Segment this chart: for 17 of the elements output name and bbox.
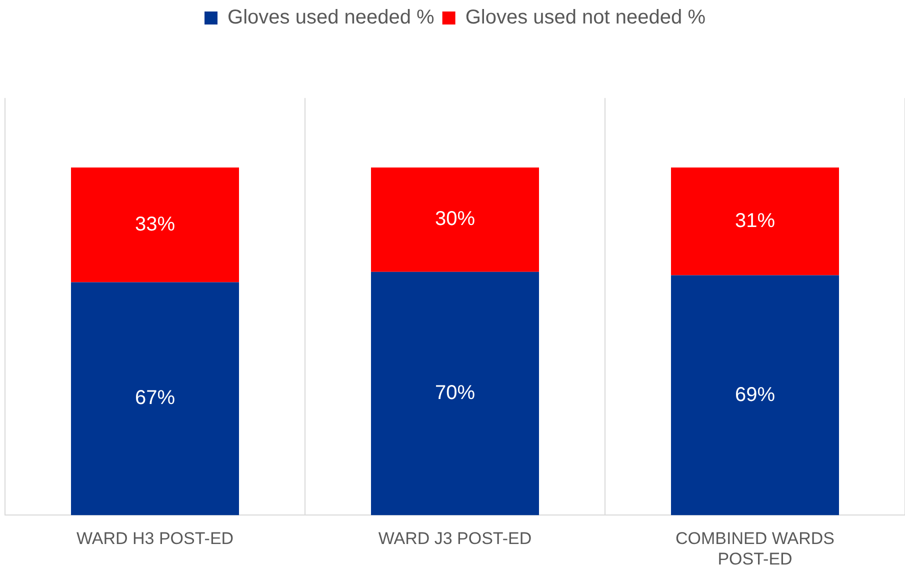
data-label: 67%	[134, 387, 176, 410]
x-tick-label: WARD J3 POST-ED	[378, 529, 532, 548]
bar	[371, 272, 539, 516]
bar	[671, 275, 839, 516]
data-label: 31%	[734, 210, 776, 232]
x-tick-label: WARD H3 POST-ED	[76, 529, 234, 548]
bar	[671, 168, 839, 276]
data-label: 30%	[434, 208, 476, 230]
legend-label: Gloves used needed %	[228, 6, 435, 29]
data-label: 69%	[734, 384, 776, 406]
legend-label: Gloves used not needed %	[465, 6, 706, 29]
data-label: 70%	[434, 382, 476, 404]
bar	[71, 168, 239, 282]
bar	[71, 282, 239, 516]
x-tick-label: COMBINED WARDS POST-ED	[676, 529, 834, 568]
bar	[371, 168, 539, 272]
data-label: 33%	[134, 213, 176, 236]
